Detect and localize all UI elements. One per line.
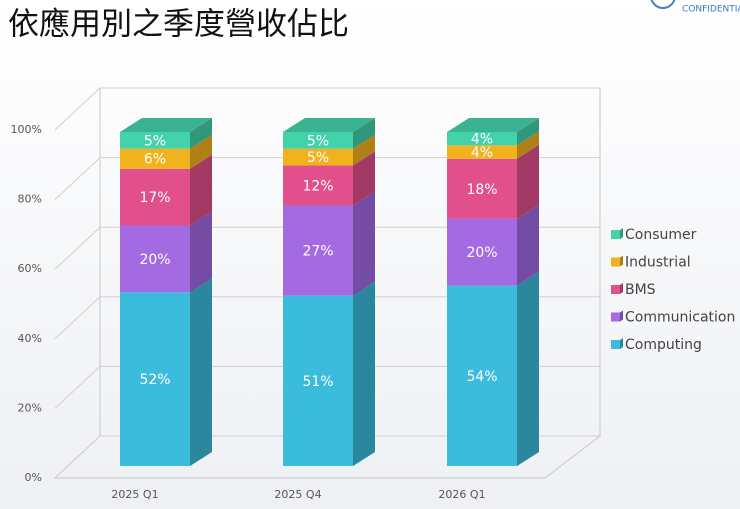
legend-label: Communication [625,310,735,326]
grid-line [54,435,101,479]
grid-line [54,87,101,131]
bar-segment [447,285,517,466]
value-label: 5% [144,133,166,149]
legend-swatch [611,285,620,294]
legend-swatch-side [620,310,623,322]
bar-side [190,278,212,466]
value-label: 51% [302,374,333,390]
bar-top [283,118,375,132]
value-label: 12% [302,178,333,194]
bar-segment [283,148,353,166]
bar-side [517,131,539,159]
bar-segment [120,148,190,169]
bar-side [353,151,375,206]
bar-side [190,134,212,169]
grid-line [54,366,101,409]
bar-segment [447,218,517,286]
bar-side [190,154,212,226]
bar-segment [447,158,517,219]
legend-label: BMS [625,282,656,298]
value-label: 6% [144,152,166,168]
bar-side [353,118,375,149]
value-label: 20% [139,252,170,268]
y-tick-label: 0% [25,471,42,484]
chart-title: 依應用別之季度營收佔比 [8,7,349,43]
bar-segment [120,292,190,466]
x-tick-label: 2026 Q1 [438,488,485,501]
legend-swatch [611,312,620,322]
legend-swatch-side [620,338,623,349]
bar-segment [120,225,190,293]
legend-label: Industrial [625,255,691,271]
bar-side [517,144,539,219]
bar-segment [120,168,190,226]
legend-label: Consumer [625,227,697,243]
grid-line [54,296,101,340]
bar-side [517,204,539,286]
grid-line [54,226,101,270]
x-tick-label: 2025 Q1 [111,488,158,501]
bar-segment [283,165,353,206]
bar-top [120,118,212,132]
plot-area: 0% 20% 40% 60% 80% 100% 2025 Q1 52% 20% 17% 6% 5% 20… [11,87,735,501]
y-tick-label: 100% [11,123,42,136]
legend-swatch-side [620,255,623,267]
value-label: 5% [307,150,329,166]
y-tick-label: 60% [18,262,42,275]
grid-line [54,157,101,200]
value-label: 4% [471,132,493,148]
logo-mark [650,0,676,9]
bar-segment [447,132,517,146]
legend-swatch-side [620,283,623,294]
bar-side [517,271,539,466]
bar-side [190,211,212,293]
value-label: 20% [466,245,497,261]
bar-segment [447,145,517,159]
y-tick-label: 40% [18,332,42,345]
legend-swatch-side [620,228,623,239]
bar-side [353,191,375,296]
logo-text: CONFIDENTIAL [682,5,740,15]
bar-segment [283,295,353,466]
value-label: 18% [466,182,497,198]
bar-segment [283,205,353,296]
bar-side [190,118,212,149]
bar-side [353,134,375,166]
value-label: 5% [307,133,329,149]
value-label: 54% [466,369,497,385]
value-label: 17% [139,190,170,206]
x-tick-label: 2025 Q4 [274,488,321,501]
y-tick-label: 80% [18,193,42,206]
bar-top [447,118,539,132]
value-label: 52% [139,372,170,388]
value-label: 4% [471,145,493,161]
y-tick-label: 20% [18,401,42,414]
legend-swatch [611,257,620,267]
bar-side [353,281,375,466]
value-label: 27% [302,244,333,260]
bar-side [517,118,539,146]
legend-swatch [611,230,620,239]
bar-segment [283,132,353,149]
legend-swatch [611,340,620,349]
legend-label: Computing [625,337,702,353]
bar-segment [120,132,190,149]
